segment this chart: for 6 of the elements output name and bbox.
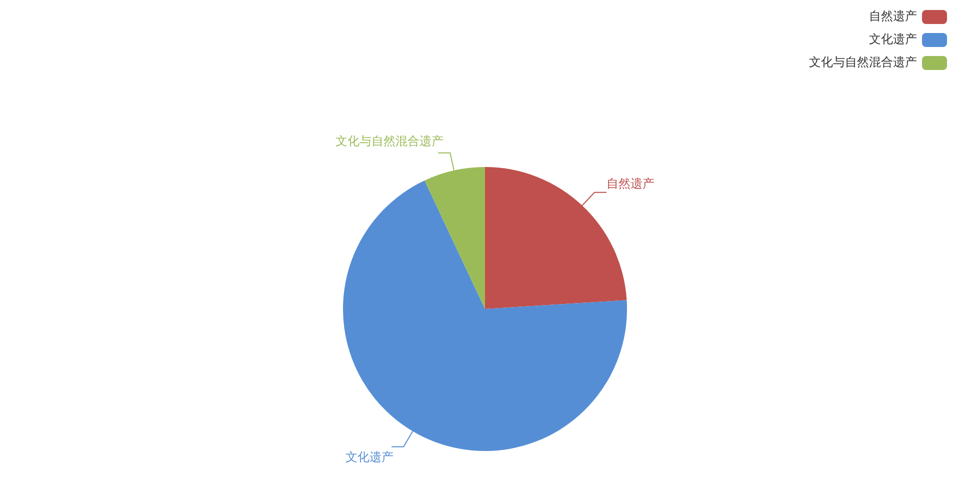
slice-label: 文化与自然混合遗产 (335, 134, 444, 148)
legend-label: 文化与自然混合遗产 (809, 54, 917, 71)
slice-label: 文化遗产 (345, 450, 394, 464)
slice-label: 自然遗产 (606, 176, 655, 191)
legend-label: 自然遗产 (869, 8, 917, 25)
legend-label: 文化遗产 (869, 31, 917, 48)
